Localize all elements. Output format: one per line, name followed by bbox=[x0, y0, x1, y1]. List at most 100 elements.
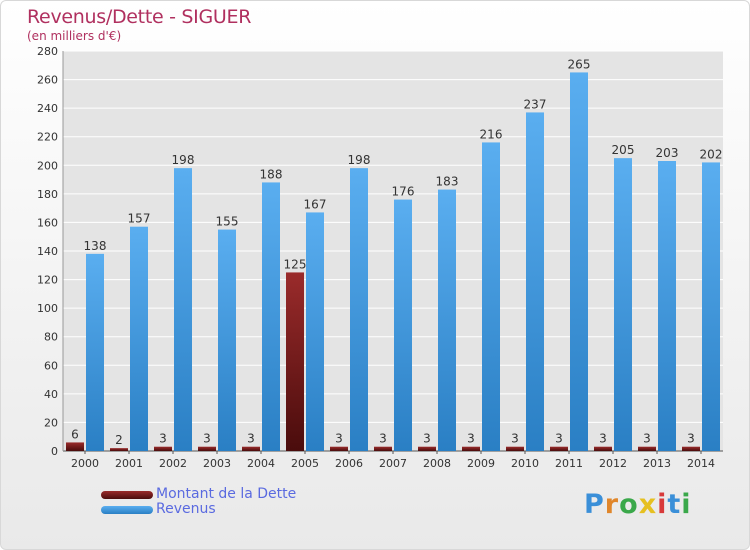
bar-revenus-2004 bbox=[262, 182, 280, 451]
logo-letter: P bbox=[584, 489, 605, 520]
data-label-dette-2006: 3 bbox=[335, 432, 343, 446]
bar-dette-2009 bbox=[462, 446, 480, 451]
data-label-revenus-2000: 138 bbox=[84, 239, 107, 253]
x-tick-label: 2009 bbox=[467, 457, 495, 470]
y-tick-label: 60 bbox=[44, 359, 58, 372]
bar-dette-2012 bbox=[594, 446, 612, 451]
legend-swatch-dette bbox=[101, 491, 153, 499]
bar-revenus-2009 bbox=[482, 142, 500, 451]
bar-dette-2003 bbox=[198, 446, 216, 451]
bar-revenus-2014 bbox=[702, 162, 720, 451]
bar-dette-2011 bbox=[550, 446, 568, 451]
bar-revenus-2008 bbox=[438, 189, 456, 452]
bar-revenus-2013 bbox=[658, 161, 676, 451]
bar-revenus-2005 bbox=[306, 212, 324, 451]
logo-letter: o bbox=[619, 489, 639, 520]
data-label-dette-2008: 3 bbox=[423, 432, 431, 446]
bar-dette-2001 bbox=[110, 448, 128, 451]
x-tick-label: 2007 bbox=[379, 457, 407, 470]
x-tick-label: 2011 bbox=[555, 457, 583, 470]
legend-label-revenus: Revenus bbox=[156, 501, 216, 517]
y-tick-label: 100 bbox=[37, 302, 58, 315]
bar-dette-2010 bbox=[506, 446, 524, 451]
y-tick-label: 220 bbox=[37, 131, 58, 144]
data-label-dette-2000: 6 bbox=[71, 427, 79, 441]
y-axis: 0 20 40 60 80 100 120 140 160 180 200 220 240 260 280 bbox=[37, 45, 58, 458]
bar-dette-2004 bbox=[242, 446, 260, 451]
data-label-dette-2013: 3 bbox=[643, 432, 651, 446]
x-tick-label: 2003 bbox=[203, 457, 231, 470]
bar-revenus-2002 bbox=[174, 168, 192, 451]
bar-revenus-2003 bbox=[218, 229, 236, 451]
data-label-dette-2009: 3 bbox=[467, 432, 475, 446]
bar-dette-2007 bbox=[374, 446, 392, 451]
data-label-revenus-2003: 155 bbox=[216, 215, 239, 229]
logo-letter: i bbox=[681, 489, 692, 520]
x-tick-label: 2012 bbox=[599, 457, 627, 470]
bar-revenus-2007 bbox=[394, 199, 412, 451]
chart-subtitle: (en milliers d'€) bbox=[27, 29, 122, 43]
grid-lines bbox=[62, 50, 723, 452]
bar-dette-2006 bbox=[330, 446, 348, 451]
logo-letter: i bbox=[657, 489, 668, 520]
data-label-revenus-2006: 198 bbox=[348, 153, 371, 167]
y-tick-label: 120 bbox=[37, 274, 58, 287]
data-label-dette-2014: 3 bbox=[687, 432, 695, 446]
x-tick-label: 2005 bbox=[291, 457, 319, 470]
data-label-revenus-2014: 202 bbox=[700, 147, 723, 161]
bar-revenus-2006 bbox=[350, 168, 368, 451]
bar-revenus-2000 bbox=[86, 253, 104, 451]
x-tick-label: 2014 bbox=[687, 457, 715, 470]
x-tick-label: 2013 bbox=[643, 457, 671, 470]
y-tick-label: 20 bbox=[44, 416, 58, 429]
data-label-dette-2012: 3 bbox=[599, 432, 607, 446]
y-tick-label: 200 bbox=[37, 159, 58, 172]
logo-letter: r bbox=[604, 489, 620, 520]
proxiti-logo: Proxiti bbox=[584, 489, 692, 520]
x-tick-label: 2008 bbox=[423, 457, 451, 470]
x-tick-label: 2000 bbox=[71, 457, 99, 470]
data-label-revenus-2011: 265 bbox=[568, 57, 591, 71]
x-tick-label: 2001 bbox=[115, 457, 143, 470]
x-tick-label: 2006 bbox=[335, 457, 363, 470]
data-label-dette-2003: 3 bbox=[203, 432, 211, 446]
y-tick-label: 80 bbox=[44, 331, 58, 344]
bar-revenus-2010 bbox=[526, 112, 544, 451]
legend-label-dette: Montant de la Dette bbox=[156, 486, 297, 502]
x-tick-label: 2010 bbox=[511, 457, 539, 470]
legend-swatch-revenus bbox=[101, 506, 153, 514]
y-tick-label: 280 bbox=[37, 45, 58, 58]
data-label-dette-2005: 125 bbox=[284, 257, 307, 271]
y-tick-label: 180 bbox=[37, 188, 58, 201]
data-label-dette-2004: 3 bbox=[247, 432, 255, 446]
y-tick-label: 260 bbox=[37, 74, 58, 87]
bar-revenus-2001 bbox=[130, 226, 148, 451]
data-label-revenus-2012: 205 bbox=[612, 143, 635, 157]
data-label-revenus-2002: 198 bbox=[172, 153, 195, 167]
y-tick-label: 40 bbox=[44, 388, 58, 401]
bar-dette-2008 bbox=[418, 446, 436, 451]
y-tick-label: 140 bbox=[37, 245, 58, 258]
logo-letter: t bbox=[667, 489, 682, 520]
y-tick-label: 240 bbox=[37, 102, 58, 115]
x-tick-label: 2004 bbox=[247, 457, 275, 470]
y-tick-label: 160 bbox=[37, 216, 58, 229]
data-label-revenus-2013: 203 bbox=[656, 146, 679, 160]
x-tick-label: 2002 bbox=[159, 457, 187, 470]
bar-dette-2013 bbox=[638, 446, 656, 451]
data-labels: 6 138 2 157 3 198 3 155 3 188 125 167 3 198 3 176 3 183 3 2… bbox=[71, 57, 722, 447]
x-axis: 2000 2001 2002 2003 2004 2005 2006 2007 2008 2009… bbox=[71, 451, 715, 470]
data-label-revenus-2007: 176 bbox=[392, 185, 415, 199]
data-label-revenus-2009: 216 bbox=[480, 127, 503, 141]
data-label-dette-2001: 2 bbox=[115, 433, 123, 447]
data-label-revenus-2008: 183 bbox=[436, 175, 459, 189]
logo-letter: x bbox=[638, 489, 658, 520]
bar-dette-2000 bbox=[66, 442, 84, 451]
bar-revenus-2011 bbox=[570, 72, 588, 451]
data-label-dette-2007: 3 bbox=[379, 432, 387, 446]
bars bbox=[66, 72, 720, 452]
data-label-revenus-2010: 237 bbox=[524, 97, 547, 111]
data-label-dette-2011: 3 bbox=[555, 432, 563, 446]
bar-revenus-2012 bbox=[614, 158, 632, 451]
